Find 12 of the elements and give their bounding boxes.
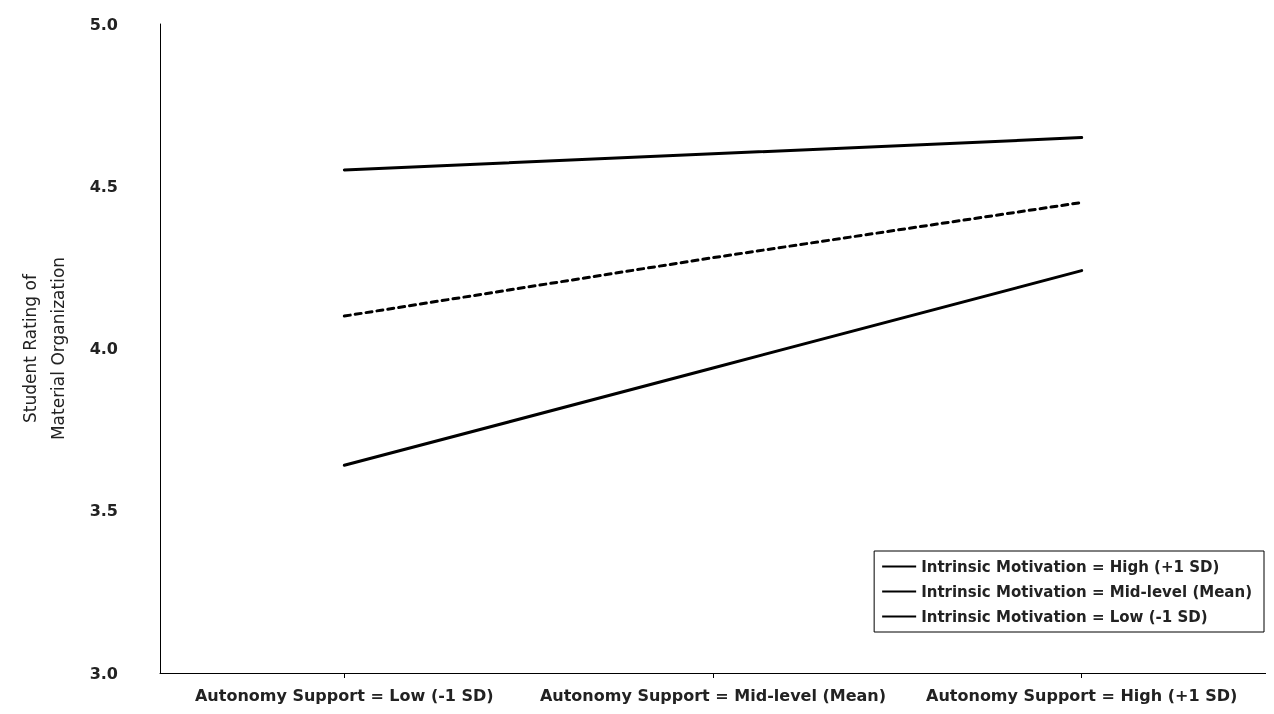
y-axis-title: Student Rating of Material Organization — [20, 256, 68, 441]
y-tick-label: 5.0 — [89, 14, 118, 34]
x-tick-label: Autonomy Support = Mid-level (Mean) — [539, 685, 887, 705]
y-tick-label: 3.5 — [89, 501, 118, 521]
x-tick-label: Autonomy Support = High (+1 SD) — [926, 685, 1238, 705]
legend-label: Intrinsic Motivation = Mid-level (Mean) — [921, 582, 1252, 601]
x-tick-label: Autonomy Support = Low (-1 SD) — [194, 685, 494, 705]
y-tick-label: 3.0 — [89, 663, 118, 683]
y-tick-label: 4.5 — [89, 176, 118, 196]
y-tick-label: 4.0 — [89, 339, 118, 358]
legend-label: Intrinsic Motivation = High (+1 SD) — [921, 557, 1220, 576]
legend-label: Intrinsic Motivation = Low (-1 SD) — [921, 607, 1208, 626]
